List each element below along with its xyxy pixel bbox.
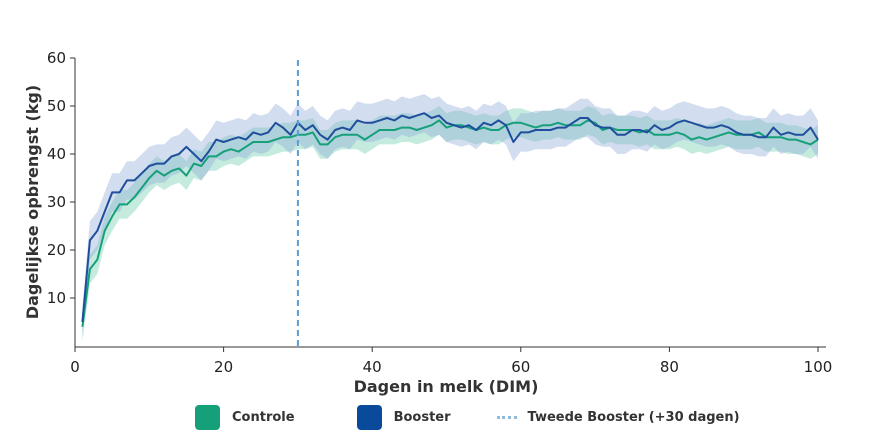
ci-band-booster: [82, 94, 818, 337]
x-tick-label: 100: [804, 358, 833, 376]
y-tick-label: 20: [47, 241, 66, 259]
x-axis-title: Dagen in melk (DIM): [354, 377, 539, 396]
y-axis-title: Dagelijkse opbrengst (kg): [23, 85, 42, 319]
y-tick-label: 50: [47, 97, 66, 115]
legend-dotted-line-icon: [496, 416, 517, 419]
series-lines: [81, 112, 819, 327]
legend-swatch-controle: [195, 405, 220, 430]
x-tick-label: 20: [214, 358, 233, 376]
legend-label-booster: Booster: [393, 410, 451, 425]
legend-item-second-booster: Tweede Booster (+30 dagen): [496, 410, 740, 425]
legend-swatch-booster: [356, 405, 382, 430]
y-tick-label: 40: [47, 145, 66, 163]
y-ticks: 10 20 30 40 50 60: [47, 49, 75, 307]
x-tick-label: 0: [70, 358, 80, 376]
x-ticks: 0 20 40 60 80 100: [70, 347, 832, 376]
legend: Controle Booster Tweede Booster (+30 dag…: [195, 405, 740, 430]
series-line-controle: [81, 119, 819, 327]
y-tick-label: 10: [47, 289, 66, 307]
ci-band-controle: [82, 106, 818, 342]
axes: [74, 58, 826, 348]
confidence-bands: [82, 94, 818, 342]
y-tick-label: 60: [47, 49, 66, 67]
series-line-booster: [81, 112, 819, 323]
legend-label-second-booster: Tweede Booster (+30 dagen): [527, 410, 740, 425]
x-tick-label: 80: [660, 358, 679, 376]
legend-item-booster: Booster: [356, 405, 451, 430]
y-tick-label: 30: [47, 193, 66, 211]
legend-label-controle: Controle: [232, 410, 295, 425]
x-tick-label: 60: [511, 358, 530, 376]
legend-item-controle: Controle: [195, 405, 295, 430]
x-tick-label: 40: [363, 358, 382, 376]
